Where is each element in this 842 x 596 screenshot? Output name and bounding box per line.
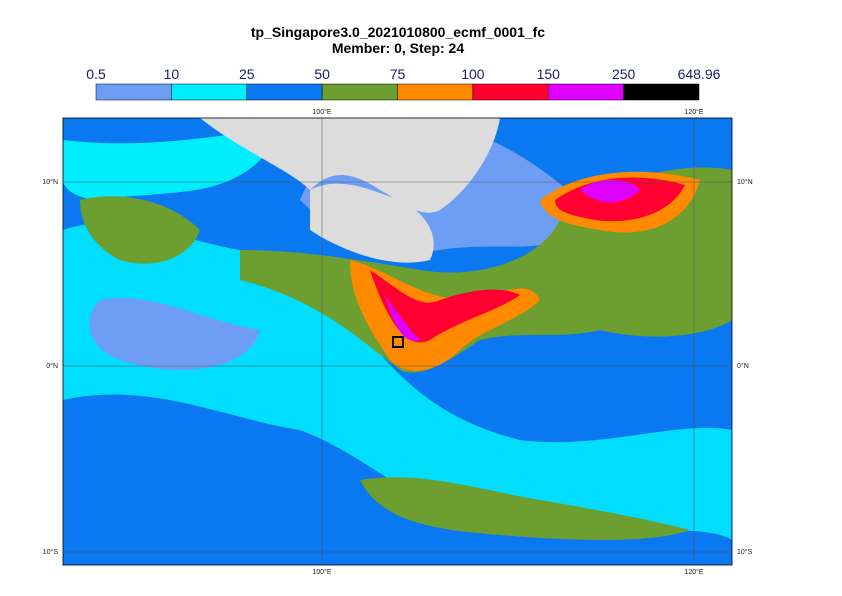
colorbar-label: 150 [537,66,561,82]
map-field [63,118,732,565]
lat-label: 10°N [42,178,58,186]
lat-label: 10°N [737,178,753,186]
lat-label: 0°N [46,362,58,370]
field-green [80,196,200,264]
lat-label: 0°N [737,362,749,370]
colorbar-segment [397,83,474,101]
field-green [360,477,690,540]
colorbar-segment [623,83,700,101]
lon-label: 120°E [684,108,703,116]
colorbar-segment [472,83,549,101]
colorbar-label: 100 [461,66,485,82]
colorbar-segment [171,83,247,101]
field-blue [63,394,732,565]
colorbar-label: 50 [314,66,330,82]
colorbar-label: 648.96 [678,66,721,82]
lat-label: 10°S [737,548,753,556]
graticule [63,118,732,565]
field-light-blue [89,297,260,370]
colorbar-label: 75 [390,66,406,82]
colorbar-label: 250 [612,66,636,82]
lon-label: 100°E [312,568,331,576]
map-frame [62,117,733,566]
colorbar-segment [548,83,624,101]
field-red [370,270,520,343]
lon-label: 100°E [312,108,331,116]
lon-label: 120°E [684,568,703,576]
colorbar-label: 25 [239,66,255,82]
colorbar-segment [95,83,172,101]
colorbar-label: 0.5 [86,66,106,82]
land-no-rain [200,118,500,213]
colorbar-label: 10 [164,66,180,82]
lat-label: 10°S [43,548,59,556]
singapore-box [392,336,404,348]
colorbar: 0.5 10 25 50 75 100 150 250 648.96 [86,66,721,101]
colorbar-segment [246,83,323,101]
subtitle: Member: 0, Step: 24 [332,40,464,56]
field-blue [63,118,732,160]
field-magenta [385,295,420,341]
title: tp_Singapore3.0_2021010800_ecmf_0001_fc [251,24,545,40]
land-no-rain [310,183,434,263]
colorbar-segment [321,83,398,101]
field-magenta [580,179,640,203]
